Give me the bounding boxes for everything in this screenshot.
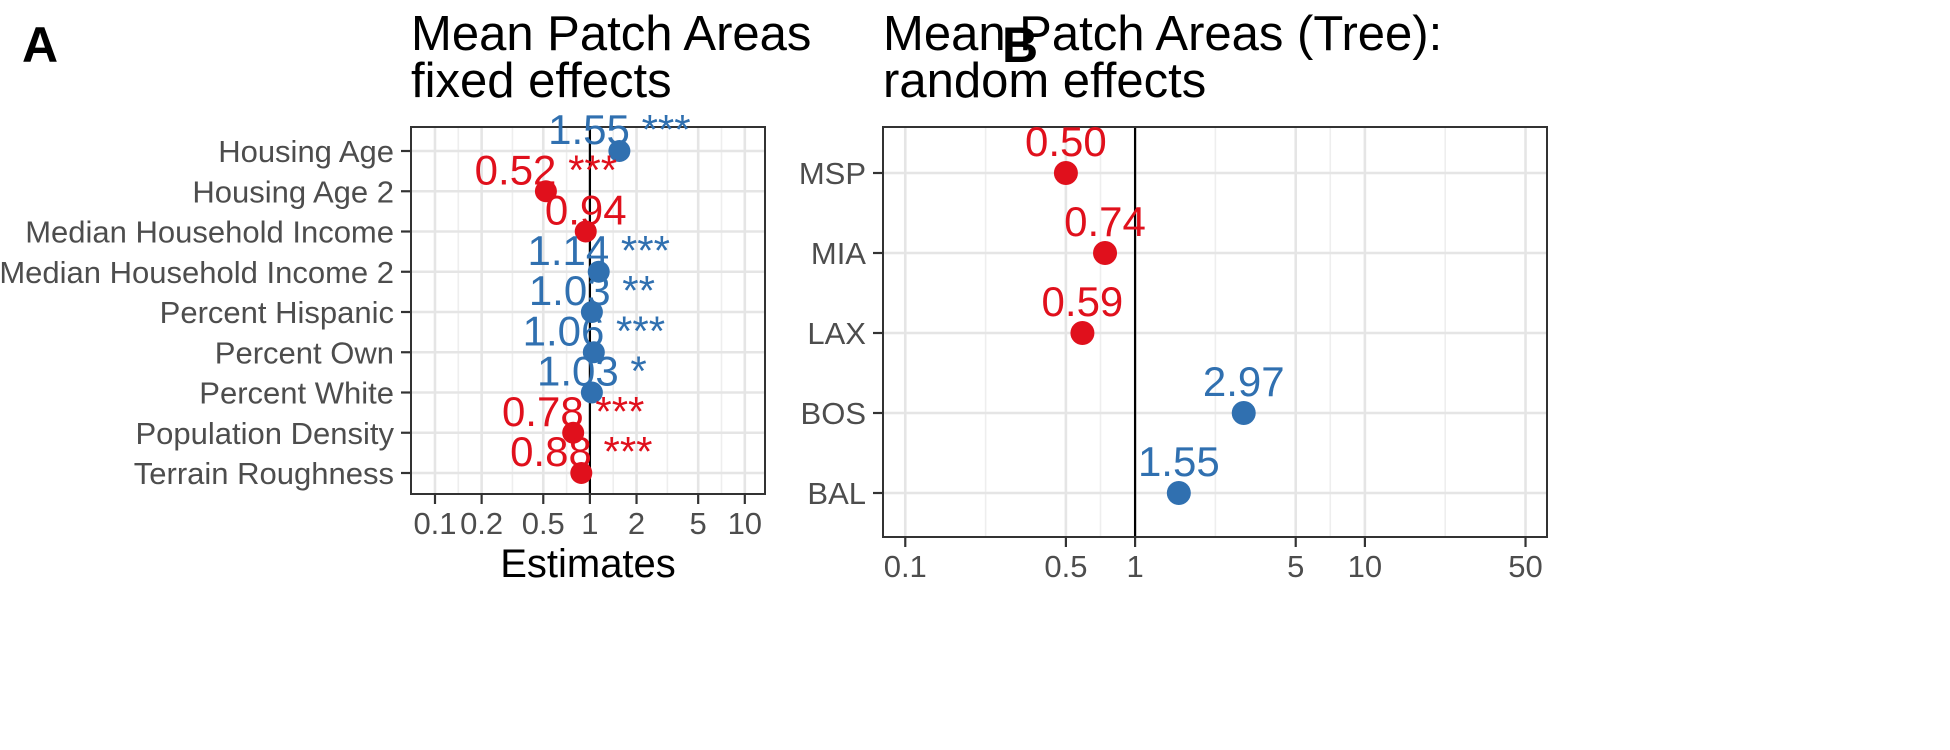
panel-a-title-line-2: fixed effects	[411, 54, 672, 108]
panel-b-chart: Mean Patch Areas (Tree):random effects MS…	[799, 7, 1548, 584]
panel-a-x-tick-label: 2	[628, 506, 645, 541]
point-bos	[1231, 401, 1256, 425]
panel-b-x-tick-label: 10	[1348, 549, 1382, 584]
y-label-lax: LAX	[807, 316, 866, 351]
y-label-mia: MIA	[811, 236, 866, 271]
point-percent-white	[580, 381, 603, 404]
point-lax	[1070, 321, 1095, 345]
y-label-median-household-income: Median Household Income	[25, 215, 394, 250]
value-label-housing-age-2: 0.52 ***	[475, 146, 617, 193]
point-percent-own	[582, 341, 605, 364]
panel-a-letter: A	[22, 17, 58, 73]
panel-a-frame	[410, 126, 766, 495]
y-label-housing-age-2: Housing Age 2	[192, 174, 394, 209]
value-label-percent-white: 1.03 *	[537, 348, 647, 395]
panel-a-x-axis-title: Estimates	[500, 542, 676, 586]
point-percent-hispanic	[580, 301, 603, 323]
y-label-percent-own: Percent Own	[215, 335, 394, 370]
panel-b-title-line-2: random effects	[883, 54, 1206, 108]
value-label-median-household-income-2: 1.14 ***	[527, 227, 669, 274]
panel-a-x-tick-label: 5	[690, 506, 707, 541]
panel-a-x-tick-label: 10	[728, 506, 762, 541]
panel-b-letter: B	[1002, 17, 1038, 73]
panel-a-x-tick-label: 0.2	[460, 506, 503, 541]
panel-b-x-tick-label: 0.1	[884, 549, 927, 584]
y-label-percent-white: Percent White	[199, 376, 394, 411]
value-label-bos: 2.97	[1203, 358, 1285, 405]
y-label-housing-age: Housing Age	[218, 134, 394, 169]
panel-b-x-tick-label: 1	[1126, 549, 1143, 584]
panel-a-x-tick-label: 1	[581, 506, 598, 541]
value-label-population-density: 0.78 ***	[502, 388, 644, 435]
y-label-population-density: Population Density	[136, 416, 395, 451]
value-label-median-household-income: 0.94	[545, 187, 627, 234]
y-label-median-household-income-2: Median Household Income 2	[0, 255, 394, 290]
point-population-density	[562, 421, 585, 444]
y-label-terrain-roughness: Terrain Roughness	[134, 456, 394, 491]
point-median-household-income	[574, 220, 597, 243]
value-label-terrain-roughness: 0.88 ***	[510, 428, 652, 475]
panel-a-x-tick-label: 0.1	[413, 506, 456, 541]
point-housing-age	[608, 140, 631, 162]
point-bal	[1166, 481, 1191, 505]
panel-a-title-line-1: Mean Patch Areas	[411, 7, 811, 61]
y-label-msp: MSP	[799, 156, 866, 191]
y-label-bos: BOS	[801, 396, 866, 431]
value-label-percent-hispanic: 1.03 **	[529, 267, 655, 314]
value-label-mia: 0.74	[1064, 198, 1146, 245]
value-label-msp: 0.50	[1025, 118, 1107, 165]
value-label-housing-age: 1.55 ***	[548, 106, 690, 153]
value-label-bal: 1.55	[1138, 438, 1220, 485]
panel-b-x-tick-label: 0.5	[1044, 549, 1087, 584]
y-label-percent-hispanic: Percent Hispanic	[160, 295, 394, 330]
y-label-bal: BAL	[807, 476, 866, 511]
point-median-household-income-2	[587, 260, 610, 283]
panel-b-title-line-1: Mean Patch Areas (Tree):	[883, 7, 1442, 61]
value-label-lax: 0.59	[1042, 278, 1124, 325]
point-terrain-roughness	[570, 462, 593, 484]
point-mia	[1093, 241, 1118, 265]
value-label-percent-own: 1.06 ***	[523, 307, 665, 354]
point-msp	[1053, 161, 1078, 185]
point-housing-age-2	[534, 180, 557, 203]
panel-b-x-tick-label: 5	[1287, 549, 1304, 584]
panel-a-x-tick-label: 0.5	[522, 506, 565, 541]
panel-b-x-tick-label: 50	[1508, 549, 1542, 584]
